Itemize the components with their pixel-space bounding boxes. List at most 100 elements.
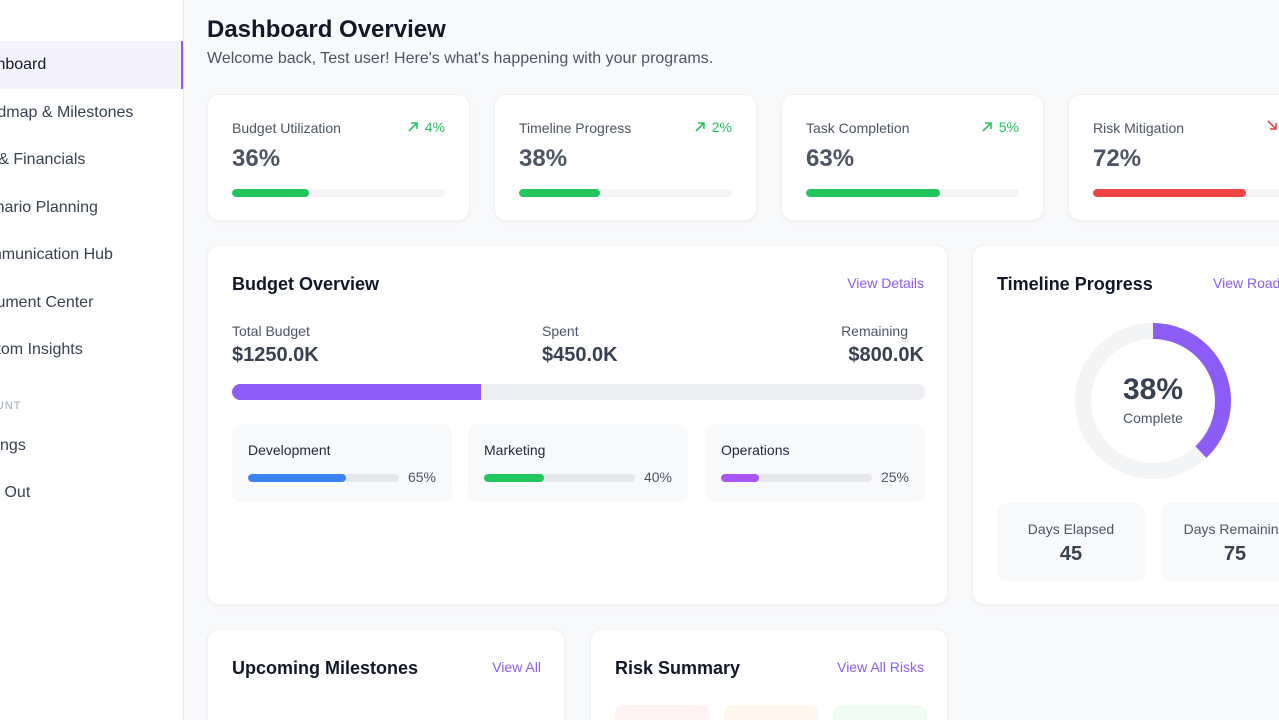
days-elapsed-label: Days Elapsed <box>1027 521 1115 537</box>
days-remaining-value: 75 <box>1223 543 1247 565</box>
category-progress-track <box>721 474 872 482</box>
milestones-card: Upcoming Milestones View All <box>207 629 565 720</box>
sidebar-section-label: ACCOUNT <box>0 400 22 412</box>
sidebar-item-dashboard[interactable]: Dashboard <box>0 41 183 89</box>
timeline-percent: 38% <box>1122 373 1184 406</box>
milestones-title: Upcoming Milestones <box>232 658 419 678</box>
trend-down-icon <box>1267 120 1277 130</box>
sidebar-item-scenario[interactable]: Scenario Planning <box>0 184 183 232</box>
total-budget-label: Total Budget <box>232 323 310 339</box>
kpi-value: 63% <box>806 145 855 172</box>
category-progress-fill <box>248 474 347 482</box>
risk-chip-low <box>833 705 927 720</box>
kpi-progress-track <box>1093 189 1279 197</box>
timeline-progress-ring <box>1075 323 1231 479</box>
spent-value: $450.0K <box>542 344 618 366</box>
risk-summary-card: Risk Summary View All Risks <box>590 629 948 720</box>
days-elapsed-box: Days Elapsed 45 <box>997 503 1145 581</box>
kpi-progress-track <box>519 189 732 197</box>
sidebar-item-roadmap[interactable]: Roadmap & Milestones <box>0 89 183 137</box>
kpi-progress-track <box>806 189 1019 197</box>
sidebar-item-label: Sign Out <box>0 484 31 501</box>
sidebar-item-communication[interactable]: Communication Hub <box>0 231 183 279</box>
sidebar-item-label: Roadmap & Milestones <box>0 104 134 121</box>
kpi-card-tasks: Task Completion 5% 63% <box>781 94 1044 221</box>
category-percent: 65% <box>407 469 436 485</box>
days-remaining-label: Days Remaining <box>1183 521 1279 537</box>
sidebar-item-kpi[interactable]: KPI & Financials <box>0 136 183 184</box>
sidebar-item-label: Settings <box>0 437 26 454</box>
category-progress-fill <box>721 474 759 482</box>
kpi-progress-track <box>232 189 445 197</box>
risk-chip-high <box>615 705 709 720</box>
category-percent: 40% <box>643 469 672 485</box>
sidebar-item-insights[interactable]: Custom Insights <box>0 326 183 374</box>
kpi-progress-fill <box>519 189 600 197</box>
kpi-trend-value: 2% <box>711 119 732 135</box>
kpi-trend: 5% <box>981 119 1019 135</box>
kpi-progress-fill <box>232 189 309 197</box>
kpi-label: Budget Utilization <box>232 120 341 136</box>
kpi-progress-fill <box>806 189 941 197</box>
kpi-label: Task Completion <box>806 120 910 136</box>
budget-title: Budget Overview <box>232 274 380 294</box>
page-subtitle: Welcome back, Test user! Here's what's h… <box>207 50 714 67</box>
category-operations: Operations 25% <box>705 424 925 502</box>
category-development: Development 65% <box>232 424 452 502</box>
risk-chip-medium <box>724 705 818 720</box>
kpi-progress-fill <box>1093 189 1247 197</box>
sidebar-item-label: Scenario Planning <box>0 199 98 216</box>
sidebar-item-label: Dashboard <box>0 56 47 73</box>
kpi-value: 38% <box>519 145 568 172</box>
kpi-trend: 4% <box>407 119 445 135</box>
category-progress-fill <box>484 474 545 482</box>
sidebar-item-label: Document Center <box>0 294 94 311</box>
budget-progress-track <box>232 384 925 400</box>
view-details-link[interactable]: View Details <box>847 275 924 291</box>
view-all-milestones-link[interactable]: View All <box>492 659 541 675</box>
category-label: Development <box>248 442 331 458</box>
page-title: Dashboard Overview <box>207 16 446 43</box>
ring-progress-arc <box>1075 323 1231 479</box>
category-label: Operations <box>721 442 790 458</box>
kpi-trend-value: 4% <box>424 119 445 135</box>
remaining-value: $800.0K <box>848 344 924 366</box>
view-roadmap-link[interactable]: View Roadmap <box>1213 275 1279 291</box>
category-marketing: Marketing 40% <box>468 424 688 502</box>
kpi-label: Risk Mitigation <box>1093 120 1185 136</box>
trend-up-icon <box>408 122 418 132</box>
category-percent: 25% <box>880 469 909 485</box>
sidebar-item-documents[interactable]: Document Center <box>0 279 183 327</box>
timeline-title: Timeline Progress <box>997 274 1153 294</box>
timeline-complete-label: Complete <box>1123 410 1183 426</box>
total-budget-value: $1250.0K <box>232 344 319 366</box>
kpi-value: 36% <box>232 145 281 172</box>
kpi-card-risk: Risk Mitigation 72% <box>1068 94 1279 221</box>
sidebar-item-label: KPI & Financials <box>0 151 86 168</box>
sidebar-item-sign-out[interactable]: Sign Out <box>0 469 183 517</box>
kpi-value: 72% <box>1093 145 1142 172</box>
kpi-card-budget: Budget Utilization 4% 36% <box>207 94 470 221</box>
budget-progress-fill <box>232 384 482 400</box>
kpi-trend-value: 5% <box>998 119 1019 135</box>
trend-up-icon <box>982 122 992 132</box>
timeline-progress-card: Timeline Progress View Roadmap 38% Compl… <box>972 245 1279 605</box>
sidebar: Dashboard Roadmap & Milestones KPI & Fin… <box>0 0 184 720</box>
days-elapsed-value: 45 <box>1059 543 1083 565</box>
risk-summary-title: Risk Summary <box>615 658 741 678</box>
days-remaining-box: Days Remaining 75 <box>1161 503 1279 581</box>
spent-label: Spent <box>542 323 579 339</box>
kpi-trend <box>1266 119 1279 131</box>
sidebar-item-label: Communication Hub <box>0 246 113 263</box>
sidebar-item-label: Custom Insights <box>0 341 83 358</box>
sidebar-item-settings[interactable]: Settings <box>0 422 183 470</box>
view-all-risks-link[interactable]: View All Risks <box>837 659 924 675</box>
kpi-label: Timeline Progress <box>519 120 632 136</box>
kpi-card-timeline: Timeline Progress 2% 38% <box>494 94 757 221</box>
remaining-label: Remaining <box>841 323 908 339</box>
budget-overview-card: Budget Overview View Details Total Budge… <box>207 245 948 605</box>
trend-up-icon <box>695 122 705 132</box>
category-progress-track <box>484 474 635 482</box>
category-progress-track <box>248 474 399 482</box>
kpi-trend: 2% <box>694 119 732 135</box>
